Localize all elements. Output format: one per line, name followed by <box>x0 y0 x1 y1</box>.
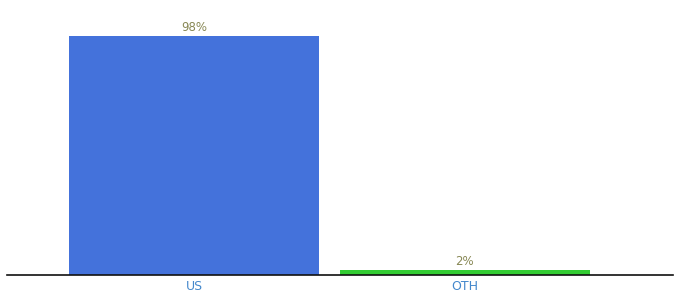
Text: 98%: 98% <box>182 21 207 34</box>
Bar <box>69 36 319 274</box>
Text: 2%: 2% <box>456 255 474 268</box>
Bar <box>340 270 590 274</box>
